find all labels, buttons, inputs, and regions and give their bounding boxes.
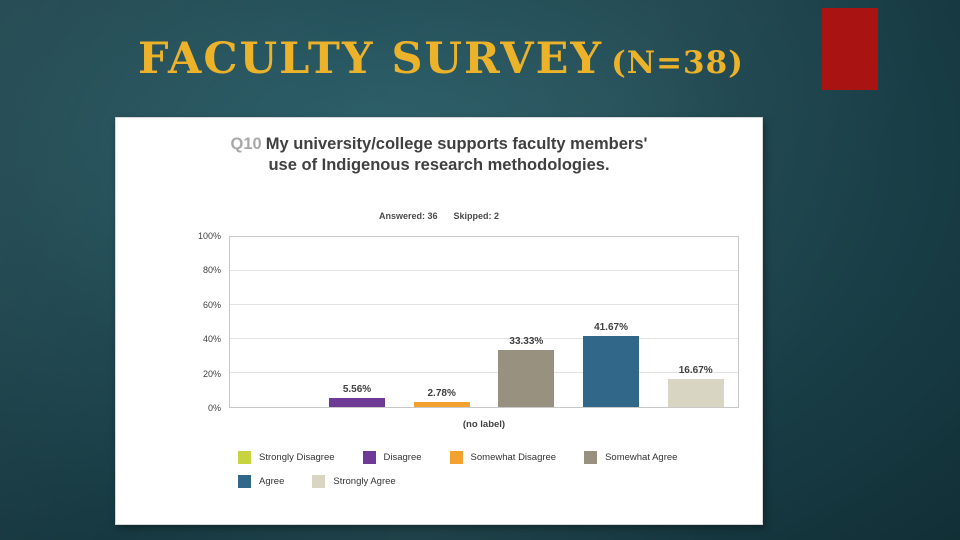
bar-somewhat-agree bbox=[498, 350, 555, 407]
accent-block bbox=[822, 8, 878, 90]
legend-item-agree: Agree bbox=[238, 475, 284, 488]
y-tick-label: 80% bbox=[202, 265, 221, 276]
chart-title: Q10 My university/college supports facult… bbox=[221, 134, 657, 176]
y-axis: 0% 20% 40% 60% 80% 100% bbox=[189, 231, 227, 413]
bar-agree bbox=[583, 336, 639, 407]
legend-swatch-somewhat-disagree bbox=[449, 451, 463, 464]
bar-value-label-disagree: 5.56% bbox=[342, 383, 372, 395]
bar-columns: 5.56% 2.78% 33.33% 41.67% 16.67% bbox=[230, 237, 738, 407]
legend-label-strongly-agree: Strongly Agree bbox=[333, 476, 396, 487]
gridline bbox=[230, 372, 738, 373]
chart-legend: Strongly Disagree Disagree Somewhat Disagr… bbox=[238, 451, 677, 488]
question-number: Q10 bbox=[230, 135, 262, 153]
legend-swatch-somewhat-agree bbox=[584, 451, 598, 464]
legend-item-strongly-agree: Strongly Agree bbox=[312, 475, 396, 488]
response-stats: Answered: 36 Skipped: 2 bbox=[116, 211, 762, 221]
bar-column-agree: 41.67% bbox=[569, 237, 654, 407]
chart-area: 0% 20% 40% 60% 80% 100% 5.56% 2.78% 33.33% 41.67… bbox=[189, 231, 741, 436]
legend-label-somewhat-disagree: Somewhat Disagree bbox=[470, 452, 557, 463]
bar-value-label-somewhat-disagree: 2.78% bbox=[427, 388, 456, 400]
gridline bbox=[230, 304, 738, 305]
legend-swatch-strongly-agree bbox=[312, 475, 326, 488]
legend-item-somewhat-disagree: Somewhat Disagree bbox=[449, 451, 557, 464]
bar-disagree bbox=[329, 397, 385, 407]
answered-count: Answered: 36 bbox=[378, 211, 438, 221]
legend-item-somewhat-agree: Somewhat Agree bbox=[584, 451, 677, 464]
bar-value-label-somewhat-agree: 33.33% bbox=[509, 336, 544, 348]
bar-strongly-agree bbox=[667, 378, 724, 407]
legend-item-disagree: Disagree bbox=[362, 451, 422, 464]
skipped-count: Skipped: 2 bbox=[453, 211, 500, 221]
bar-value-label-strongly-agree: 16.67% bbox=[678, 364, 713, 376]
bar-somewhat-disagree bbox=[413, 402, 470, 407]
bar-value-label-agree: 41.67% bbox=[594, 322, 628, 334]
bar-column-somewhat-agree: 33.33% bbox=[484, 237, 569, 407]
legend-swatch-agree bbox=[238, 475, 251, 488]
bar-column-somewhat-disagree: 2.78% bbox=[399, 237, 484, 407]
y-tick-label: 100% bbox=[197, 231, 221, 241]
y-tick-label: 60% bbox=[202, 299, 221, 310]
y-tick-label: 40% bbox=[202, 334, 221, 345]
legend-label-strongly-disagree: Strongly Disagree bbox=[259, 452, 335, 463]
chart-panel: Q10 My university/college supports facult… bbox=[115, 117, 763, 525]
legend-item-strongly-disagree: Strongly Disagree bbox=[238, 451, 335, 464]
bar-column-disagree: 5.56% bbox=[315, 237, 400, 407]
legend-label-disagree: Disagree bbox=[383, 452, 422, 463]
slide-title: FACULTY SURVEY (N=38) bbox=[138, 34, 744, 84]
chart-title-text: My university/college supports faculty m… bbox=[265, 135, 648, 174]
bar-column-strongly-disagree bbox=[230, 237, 315, 407]
gridline bbox=[230, 338, 738, 339]
legend-row: Strongly Disagree Disagree Somewhat Disagr… bbox=[238, 451, 677, 464]
gridline bbox=[230, 270, 738, 271]
y-tick-label: 20% bbox=[202, 368, 221, 379]
bar-column-strongly-agree: 16.67% bbox=[653, 237, 738, 407]
plot-area: 5.56% 2.78% 33.33% 41.67% 16.67% bbox=[229, 236, 739, 408]
x-axis-label: (no label) bbox=[462, 419, 506, 430]
y-tick-label: 0% bbox=[207, 403, 221, 413]
slide-title-text: FACULTY SURVEY bbox=[138, 34, 604, 84]
legend-swatch-disagree bbox=[362, 451, 376, 464]
legend-label-agree: Agree bbox=[259, 476, 285, 487]
legend-row: Agree Strongly Agree bbox=[238, 475, 677, 488]
slide-title-suffix: (N=38) bbox=[611, 45, 744, 81]
legend-label-somewhat-agree: Somewhat Agree bbox=[605, 452, 678, 463]
legend-swatch-strongly-disagree bbox=[238, 451, 251, 464]
